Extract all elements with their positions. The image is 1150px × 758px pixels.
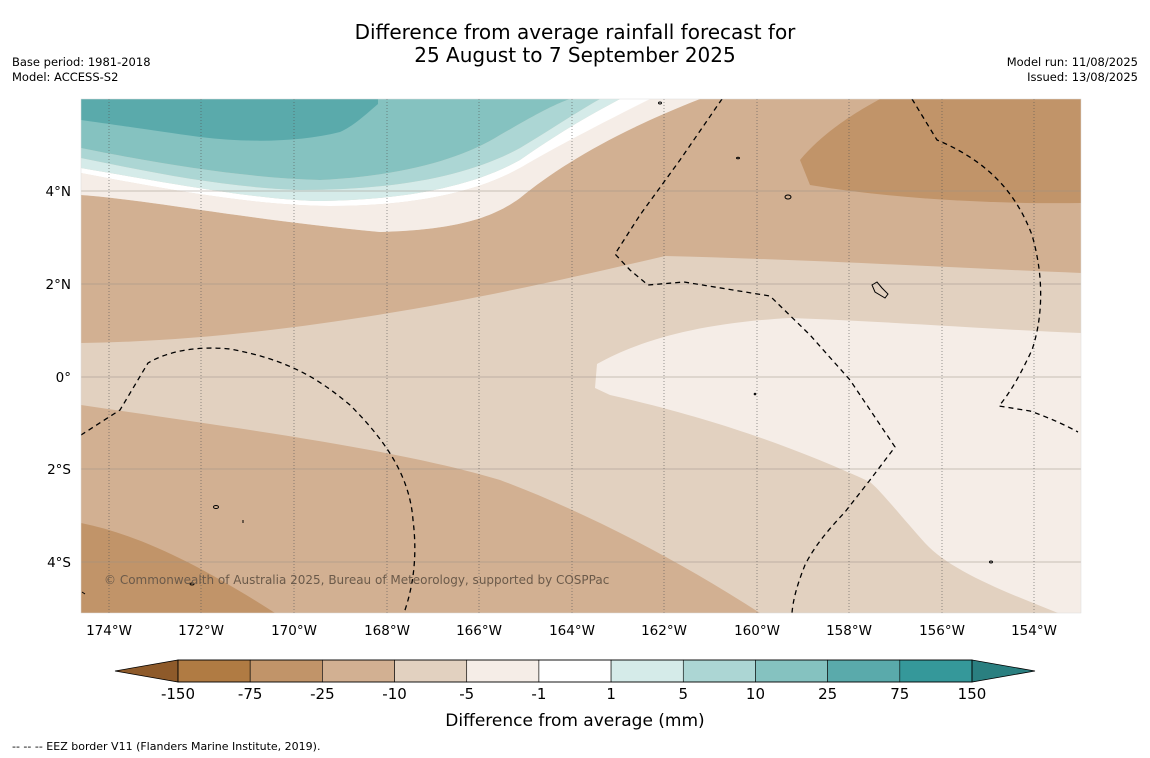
- band-minus1-plus1-north: [81, 99, 650, 206]
- colorbar-segment: [177, 659, 251, 683]
- colorbar-tick-label: 1: [606, 685, 616, 703]
- eez-border-tokelau-west: [81, 347, 416, 613]
- eez-borders: [81, 99, 1079, 613]
- colorbar-tick-label: 5: [678, 685, 688, 703]
- map-fill: [81, 99, 1081, 613]
- issued-text: Issued: 13/08/2025: [1027, 70, 1138, 84]
- band-minus75-minus25-southwest: [81, 523, 275, 613]
- colorbar-tick-label: 150: [958, 685, 987, 703]
- colorbar-segment: [755, 659, 828, 683]
- band-minus75-minus25-northeast: [800, 99, 1081, 204]
- longitude-labels: 174°W 172°W 170°W 168°W 166°W 164°W 162°…: [86, 623, 1057, 639]
- base-period-text: Base period: 1981-2018: [12, 55, 151, 69]
- island-outline: [189, 582, 195, 586]
- band-plus1-plus5-north: [81, 99, 620, 201]
- eez-legend-footer: -- -- -- EEZ border V11 (Flanders Marine…: [12, 740, 321, 753]
- meta-left: Base period: 1981-2018 Model: ACCESS-S2: [12, 55, 151, 85]
- colorbar: -150 -75 -25 -10 -5 -1 1 5 10 25 75 150 Difference …: [114, 659, 1036, 731]
- colorbar-low-extend: [114, 659, 179, 683]
- island-outline: [753, 392, 757, 396]
- model-text: Model: ACCESS-S2: [12, 70, 119, 84]
- colorbar-tick-label: -10: [382, 685, 407, 703]
- island-outline: [736, 156, 740, 160]
- latitude-labels: 4°N 2°N 0° 2°S 4°S: [46, 184, 71, 571]
- lon-label: 172°W: [178, 623, 224, 639]
- colorbar-high-extend: [971, 659, 1036, 683]
- island-outline: [989, 560, 993, 564]
- island-outline: [81, 591, 86, 595]
- lon-label: 166°W: [456, 623, 502, 639]
- colorbar-segment: [899, 659, 973, 683]
- colorbar-segment: [538, 659, 612, 683]
- band-minus25-minus10-south: [81, 405, 760, 613]
- colorbar-tick-label: -1: [531, 685, 546, 703]
- lon-label: 170°W: [271, 623, 317, 639]
- map-title-line-1: Difference from average rainfall forecas…: [354, 20, 796, 44]
- lon-label: 162°W: [641, 623, 687, 639]
- colorbar-segment: [466, 659, 540, 683]
- colorbar-segment: [682, 659, 756, 683]
- map-frame: [80, 98, 1082, 614]
- colorbar-segment: [322, 659, 395, 683]
- lat-label: 0°: [56, 370, 71, 386]
- lat-label: 4°N: [46, 184, 71, 200]
- latitude-gridlines: [81, 190, 1081, 563]
- colorbar-tick-label: 75: [890, 685, 909, 703]
- colorbar-tick-label: -25: [310, 685, 335, 703]
- lon-label: 158°W: [826, 623, 872, 639]
- meta-right: Model run: 11/08/2025 Issued: 13/08/2025: [1007, 55, 1138, 85]
- colorbar-tick-label: 10: [746, 685, 765, 703]
- eez-border-kiribati-line-islands: [614, 99, 896, 613]
- copyright-notice: © Commonwealth of Australia 2025, Bureau…: [104, 573, 609, 587]
- colorbar-segment: [394, 659, 468, 683]
- model-run-text: Model run: 11/08/2025: [1006, 55, 1138, 69]
- colorbar-labels: -150 -75 -25 -10 -5 -1 1 5 10 25 75 150: [161, 685, 986, 703]
- island-outline: [871, 281, 889, 299]
- lat-label: 2°N: [46, 277, 71, 293]
- lat-label: 2°S: [47, 462, 71, 478]
- colorbar-segments: [177, 659, 973, 683]
- colorbar-segment: [827, 659, 901, 683]
- colorbar-segment: [249, 659, 323, 683]
- lon-label: 168°W: [364, 623, 410, 639]
- island-outline: [658, 101, 662, 105]
- island-outline: [784, 194, 792, 200]
- band-minus5-minus1-east: [595, 318, 1081, 613]
- rainfall-map: 4°N 2°N 0° 2°S 4°S 174°W 172°W 170°W 168…: [46, 98, 1082, 731]
- band-plus5-plus10-north: [81, 99, 600, 190]
- colorbar-frame: [177, 659, 973, 683]
- map-title-line-2: 25 August to 7 September 2025: [414, 43, 736, 67]
- colorbar-tick-label: -150: [161, 685, 195, 703]
- colorbar-tick-label: -75: [238, 685, 263, 703]
- island-outline: [213, 505, 219, 509]
- islands: [81, 101, 993, 595]
- lon-label: 154°W: [1011, 623, 1057, 639]
- lat-label: 4°S: [47, 555, 71, 571]
- band-plus25-plus75-north: [81, 99, 378, 141]
- lon-label: 174°W: [86, 623, 132, 639]
- colorbar-tick-label: 25: [818, 685, 837, 703]
- lon-label: 160°W: [734, 623, 780, 639]
- band-minus5-minus1-north: [81, 99, 700, 232]
- lon-label: 156°W: [919, 623, 965, 639]
- colorbar-segment: [610, 659, 684, 683]
- colorbar-title: Difference from average (mm): [445, 711, 704, 731]
- lon-label: 164°W: [549, 623, 595, 639]
- colorbar-tick-label: -5: [459, 685, 474, 703]
